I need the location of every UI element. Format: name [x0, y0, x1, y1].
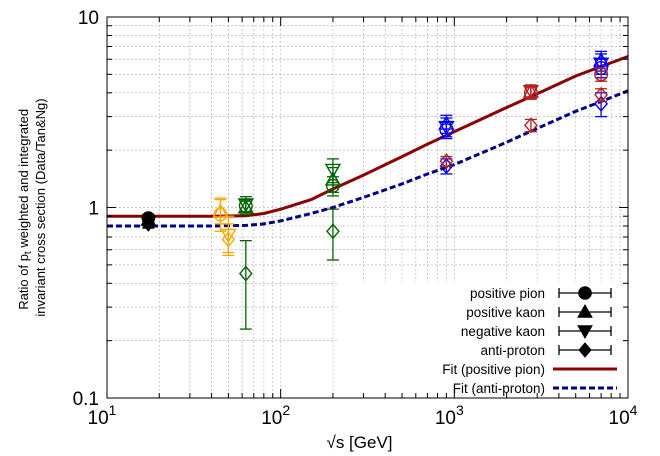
y-axis-label-line1: Ratio of pt weighted and integrated [16, 109, 34, 310]
data-point-triangle-down [522, 84, 540, 100]
x-tick-label: 101 [88, 402, 117, 429]
data-point-circle [594, 67, 609, 82]
legend-label: Fit (positive pion) [442, 362, 545, 377]
data-point-diamond [238, 265, 253, 282]
data-point-triangle-up [212, 203, 229, 218]
y-axis-label-pre: Ratio of p [16, 254, 31, 310]
y-axis-label-post: weighted and integrated [16, 109, 31, 251]
legend-label: positive pion [470, 286, 545, 301]
data-point-diamond [524, 117, 538, 134]
data-point-triangle-down [237, 198, 255, 213]
legend-label: positive kaon [466, 305, 545, 320]
legend-label: negative kaon [461, 324, 545, 339]
data-point-triangle-up [324, 171, 342, 186]
legend-label: anti-proton [480, 343, 545, 358]
x-tick-label: 103 [435, 402, 464, 429]
y-axis-label-line2: invariant cross section (Data/Tan&Ng) [33, 98, 48, 316]
y-tick-label: 10 [78, 8, 99, 29]
y-axis-label: Ratio of pt weighted and integrated inva… [16, 98, 48, 316]
legend-marker-triangle-down [577, 325, 593, 340]
data-points [140, 50, 610, 330]
x-tick-label: 104 [609, 402, 638, 429]
x-axis-label: √s [GeV] [326, 433, 392, 452]
legend-marker-diamond [578, 342, 592, 358]
legend-background [338, 282, 624, 394]
y-tick-label: 1 [88, 199, 99, 220]
x-tick-label: 102 [261, 402, 290, 429]
axis-ticks: 101 102 103 104 0.1 1 10 [73, 8, 638, 429]
legend-label: Fit (anti-proton) [453, 381, 545, 396]
legend-marker-triangle-up [577, 303, 593, 318]
data-point-diamond [326, 223, 340, 240]
data-point-triangle-down [324, 163, 342, 179]
legend-marker-circle [578, 286, 592, 300]
data-point-diamond [594, 86, 608, 103]
data-point-triangle-up [237, 199, 255, 214]
y-tick-label: 0.1 [73, 389, 99, 410]
fit-curve-anti-proton [107, 89, 629, 228]
legend: positive pion positive kaon negative kaon a… [442, 286, 617, 396]
y-axis-label-sub: t [23, 251, 34, 254]
data-point-diamond [141, 216, 155, 232]
fit-curves [107, 55, 629, 228]
data-point-triangle-down [438, 120, 455, 136]
data-point-diamond [439, 153, 454, 170]
fit-curve-positive-pion [107, 55, 629, 218]
data-point-triangle-down [592, 57, 610, 72]
data-point-diamond [221, 231, 236, 248]
